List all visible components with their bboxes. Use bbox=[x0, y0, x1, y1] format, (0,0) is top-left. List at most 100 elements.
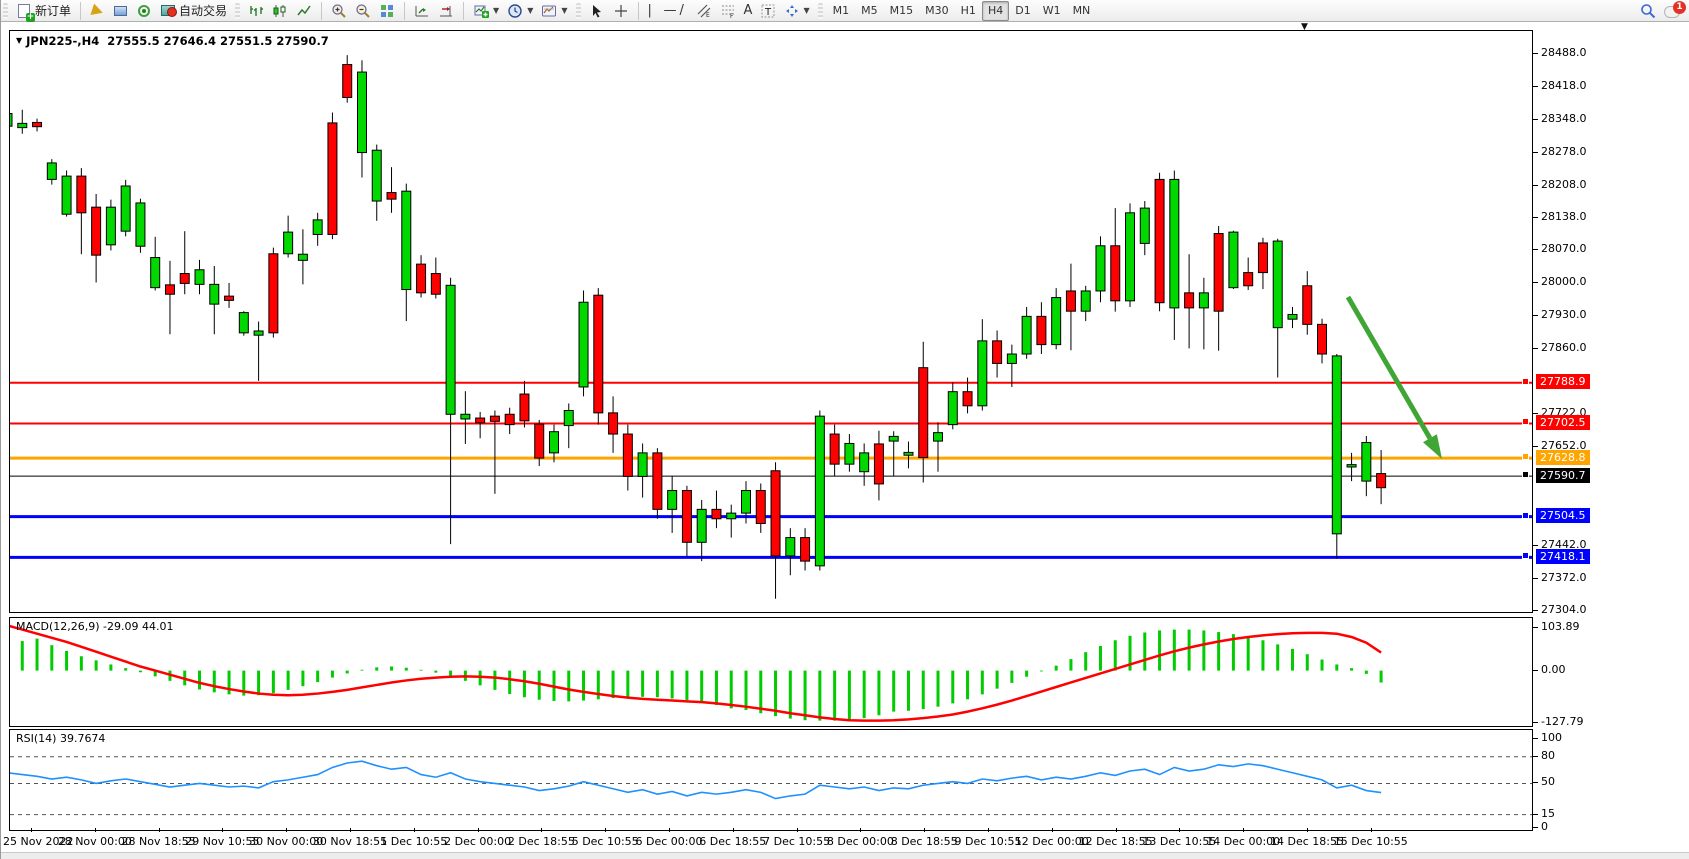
timeframe-H4[interactable]: H4 bbox=[981, 0, 1010, 21]
time-tick bbox=[860, 828, 862, 832]
trend-arrow-head bbox=[1423, 434, 1442, 459]
text-label-tool[interactable]: T bbox=[756, 1, 780, 21]
price-tick bbox=[1533, 249, 1538, 251]
macd-signal-line bbox=[10, 624, 1382, 722]
add-indicator-button[interactable]: ▼ bbox=[469, 1, 503, 21]
chart-ohlc: 27555.5 27646.4 27551.5 27590.7 bbox=[107, 34, 329, 48]
zoom-in-icon bbox=[332, 3, 346, 18]
price-level-tag: 27590.7 bbox=[1536, 467, 1590, 483]
zoom-out-icon bbox=[356, 3, 370, 18]
timeframe-M1[interactable]: M1 bbox=[832, 4, 850, 17]
arrows-icon bbox=[785, 4, 798, 17]
svg-text:T: T bbox=[764, 7, 772, 18]
time-tick bbox=[605, 828, 607, 832]
toolbar-drag-handle[interactable] bbox=[575, 2, 581, 19]
time-tick bbox=[477, 828, 479, 832]
market-watch-button[interactable] bbox=[109, 1, 132, 21]
price-tick bbox=[1533, 545, 1538, 547]
signal-icon bbox=[138, 4, 151, 17]
toolbar-drag-handle[interactable] bbox=[235, 2, 241, 19]
main-chart-panel[interactable]: ▼ JPN225-,H4 27555.5 27646.4 27551.5 2759… bbox=[9, 30, 1533, 613]
new-order-button[interactable]: 新订单 bbox=[12, 1, 75, 22]
text-icon: A bbox=[743, 2, 753, 18]
auto-trading-button[interactable]: 自动交易 bbox=[156, 1, 231, 21]
rsi-tick bbox=[1533, 782, 1538, 784]
channel-tool[interactable]: E bbox=[692, 1, 716, 21]
horizontal-line-tool[interactable]: — bbox=[660, 1, 677, 21]
candlestick-chart-icon bbox=[273, 4, 286, 17]
toolbar-drag-handle[interactable] bbox=[817, 2, 823, 19]
price-level-tag: 27418.1 bbox=[1536, 548, 1590, 564]
price-tick-label: 28138.0 bbox=[1541, 210, 1587, 224]
price-tick bbox=[1533, 217, 1538, 219]
text-tool[interactable]: A bbox=[740, 1, 756, 21]
timeframe-M5[interactable]: M5 bbox=[861, 4, 878, 17]
chart-forward-button[interactable] bbox=[410, 1, 434, 21]
template-icon bbox=[542, 5, 557, 16]
template-button[interactable]: ▼ bbox=[537, 1, 571, 21]
time-tick bbox=[350, 828, 351, 832]
timeframe-W1[interactable]: W1 bbox=[1042, 4, 1061, 17]
line-chart-button[interactable] bbox=[292, 1, 316, 21]
zoom-out-button[interactable] bbox=[351, 1, 375, 21]
notifications-icon[interactable]: 1 bbox=[1664, 1, 1686, 18]
price-axis[interactable]: 28488.0 28418.0 28348.0 28278.0 28208.0 28138… bbox=[1533, 30, 1689, 852]
macd-label: MACD(12,26,9) -29.09 44.01 bbox=[16, 620, 174, 633]
chevron-down-icon: ▼ bbox=[561, 6, 568, 15]
chevron-down-icon: ▼ bbox=[527, 6, 534, 15]
chart-symbol: JPN225-,H4 bbox=[26, 34, 100, 48]
trend-arrow-annotation[interactable] bbox=[1345, 295, 1433, 440]
trendline-icon: / bbox=[679, 2, 684, 18]
time-axis[interactable]: 25 Nov 2022 28 Nov 00:00 28 Nov 18:55 29 No… bbox=[1, 828, 1689, 852]
toolbar-drag-handle[interactable] bbox=[3, 2, 8, 19]
price-tick bbox=[1533, 315, 1538, 317]
chart-shift-button[interactable] bbox=[434, 1, 458, 21]
trendline-tool[interactable]: / bbox=[676, 1, 692, 21]
time-tick bbox=[924, 828, 926, 832]
level-line-handle[interactable] bbox=[1522, 552, 1529, 560]
arrows-tool[interactable]: ▼ bbox=[780, 1, 814, 21]
price-level-tag: 27788.9 bbox=[1536, 374, 1590, 390]
bar-chart-button[interactable] bbox=[244, 1, 268, 21]
search-icon[interactable] bbox=[1640, 3, 1656, 19]
time-tick bbox=[1051, 828, 1053, 832]
zoom-in-button[interactable] bbox=[327, 1, 351, 21]
auto-trading-label: 自动交易 bbox=[179, 4, 228, 18]
time-label: 6 Dec 00:00 bbox=[635, 835, 703, 848]
level-line-handle[interactable] bbox=[1522, 471, 1529, 479]
chart-title-dropdown-icon[interactable]: ▼ bbox=[16, 36, 23, 45]
text-label-icon: T bbox=[761, 4, 774, 18]
macd-panel[interactable]: MACD(12,26,9) -29.09 44.01 bbox=[9, 617, 1533, 727]
signals-button[interactable] bbox=[132, 1, 156, 21]
candlestick-chart[interactable] bbox=[10, 31, 1532, 612]
cursor-tool-button[interactable] bbox=[585, 1, 609, 21]
tile-windows-button[interactable] bbox=[375, 1, 399, 21]
time-label: 6 Dec 18:55 bbox=[699, 835, 767, 848]
rsi-tick bbox=[1533, 738, 1538, 739]
level-line-handle[interactable] bbox=[1522, 377, 1529, 385]
price-tick bbox=[1533, 184, 1538, 186]
price-tick bbox=[1533, 151, 1538, 153]
timeframe-H1[interactable]: H1 bbox=[960, 4, 976, 17]
vertical-line-tool[interactable]: | bbox=[644, 1, 660, 21]
price-level-tag: 27628.8 bbox=[1536, 449, 1590, 465]
level-line-handle[interactable] bbox=[1522, 453, 1529, 461]
timeframe-M30[interactable]: M30 bbox=[925, 4, 949, 17]
level-line-handle[interactable] bbox=[1522, 418, 1529, 426]
timeframe-D1[interactable]: D1 bbox=[1015, 4, 1031, 17]
candlestick-chart-button[interactable] bbox=[268, 1, 292, 21]
chart-shift-marker-icon[interactable]: ▼ bbox=[1301, 22, 1308, 32]
crosshair-tool-button[interactable] bbox=[609, 1, 633, 21]
time-label: 12 Dec 18:55 bbox=[1078, 835, 1153, 848]
rsi-panel[interactable]: RSI(14) 39.7674 bbox=[9, 729, 1533, 831]
rsi-tick bbox=[1533, 755, 1538, 757]
fibonacci-tool[interactable]: F bbox=[716, 1, 740, 21]
price-level-tag: 27504.5 bbox=[1536, 508, 1590, 524]
timeframe-MN[interactable]: MN bbox=[1072, 4, 1091, 17]
price-tick-label: 28418.0 bbox=[1541, 78, 1587, 92]
level-line-handle[interactable] bbox=[1522, 511, 1529, 519]
period-button[interactable]: ▼ bbox=[503, 1, 537, 21]
timeframe-M15[interactable]: M15 bbox=[889, 4, 914, 17]
time-tick bbox=[222, 828, 224, 832]
quotes-button[interactable] bbox=[86, 1, 109, 21]
